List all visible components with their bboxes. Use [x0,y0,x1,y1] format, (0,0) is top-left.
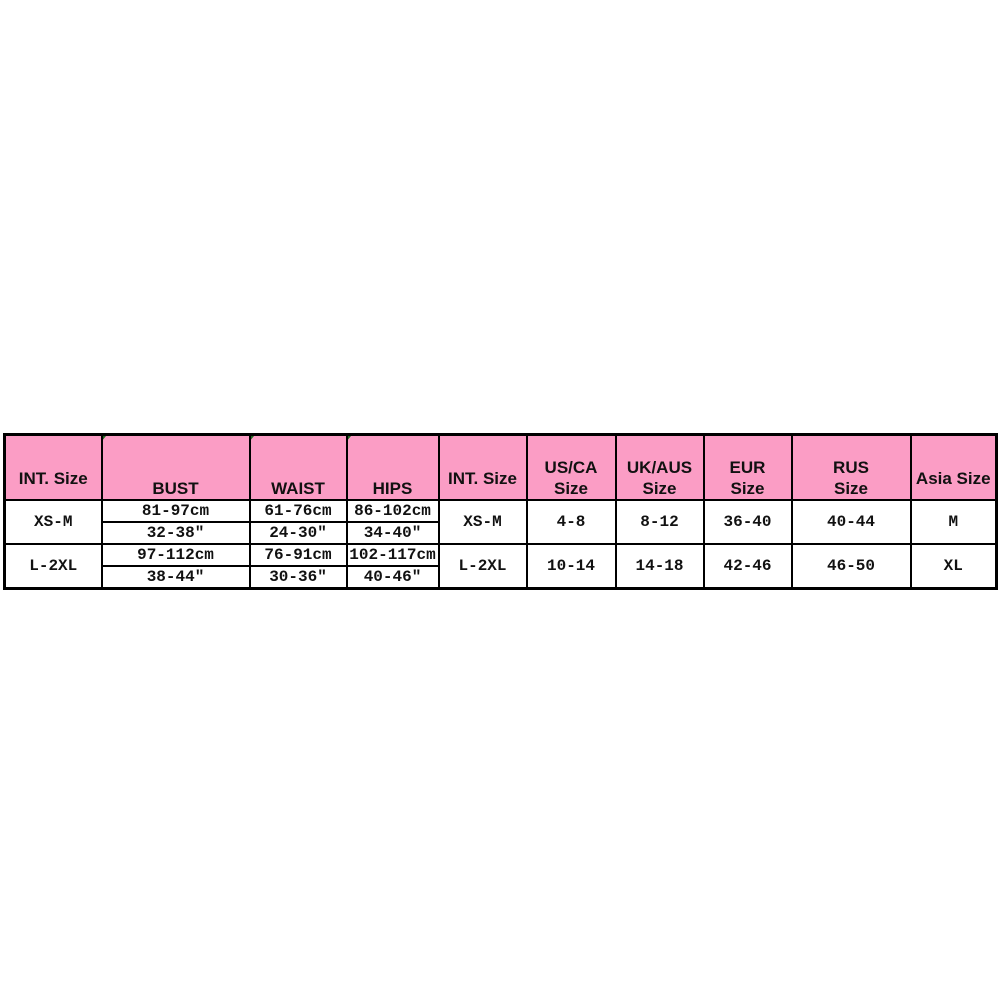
header-eur-size-label: EUR Size [729,458,766,498]
cell-uk-aus-l-2xl: 14-18 [614,543,705,590]
header-asia-size-label: Asia Size [915,468,991,488]
cell-us-ca-l-2xl: 10-14 [525,543,617,590]
header-int-size-left: INT. Size [3,433,103,501]
header-hips: HIPS [345,433,440,501]
header-bust-label: BUST [152,479,199,498]
header-eur-size: EUR Size [702,433,793,501]
header-rus-size-label: RUS Size [833,458,869,498]
cell-waist-xs-m-inch: 24-30″ [248,521,348,545]
cell-bust-xs-m-cm: 81-97cm [100,499,251,523]
header-us-ca-size-label: US/CA Size [544,458,598,498]
row-xs-m-inch: 32-38″ 24-30″ 34-40″ [5,521,997,545]
row-xs-m-cm: XS-M 81-97cm 61-76cm 86-102cm XS-M 4-8 8… [3,499,998,545]
cell-asia-l-2xl: XL [909,543,998,590]
cell-hips-xs-m-inch: 34-40″ [345,521,440,545]
row-l-2xl-cm: L-2XL 97-112cm 76-91cm 102-117cm L-2XL 1… [3,543,998,590]
header-asia-size: Asia Size [909,433,998,501]
green-corner-marker-icon [103,436,111,442]
row-l-2xl-inch: 38-44″ 30-36″ 40-46″ [5,565,997,590]
cell-waist-l-2xl-cm: 76-91cm [248,543,348,567]
green-corner-marker-icon [251,436,259,442]
cell-hips-l-2xl-inch: 40-46″ [345,565,440,590]
header-uk-aus-size: UK/AUS Size [614,433,705,501]
header-int-size-left-label: INT. Size [18,468,88,488]
cell-int-size-xs-m-right: XS-M [437,499,528,545]
cell-uk-aus-xs-m: 8-12 [614,499,705,545]
green-corner-marker-icon [348,436,356,442]
header-waist: WAIST [248,433,348,501]
header-us-ca-size: US/CA Size [525,433,617,501]
cell-bust-l-2xl-cm: 97-112cm [100,543,251,567]
header-uk-aus-size-label: UK/AUS Size [626,458,693,498]
header-int-size-right: INT. Size [437,433,528,501]
cell-int-size-l-2xl-left: L-2XL [3,543,103,590]
header-hips-label: HIPS [372,479,413,498]
cell-hips-l-2xl-cm: 102-117cm [345,543,440,567]
cell-waist-xs-m-cm: 61-76cm [248,499,348,523]
header-bust: BUST [100,433,251,501]
cell-bust-xs-m-inch: 32-38″ [100,521,251,545]
cell-rus-l-2xl: 46-50 [790,543,912,590]
header-row: INT. Size BUST WAIST HIPS INT. Size US/C… [3,433,998,501]
cell-bust-l-2xl-inch: 38-44″ [100,565,251,590]
header-int-size-right-label: INT. Size [448,468,517,488]
header-waist-label: WAIST [271,479,325,498]
cell-int-size-l-2xl-right: L-2XL [437,543,528,590]
cell-asia-xs-m: M [909,499,998,545]
header-rus-size: RUS Size [790,433,912,501]
cell-rus-xs-m: 40-44 [790,499,912,545]
size-chart: INT. Size BUST WAIST HIPS INT. Size US/C… [3,433,998,590]
cell-eur-l-2xl: 42-46 [702,543,793,590]
size-chart-table: INT. Size BUST WAIST HIPS INT. Size US/C… [3,433,998,590]
cell-waist-l-2xl-inch: 30-36″ [248,565,348,590]
cell-us-ca-xs-m: 4-8 [525,499,617,545]
cell-hips-xs-m-cm: 86-102cm [345,499,440,523]
cell-eur-xs-m: 36-40 [702,499,793,545]
cell-int-size-xs-m-left: XS-M [3,499,103,545]
